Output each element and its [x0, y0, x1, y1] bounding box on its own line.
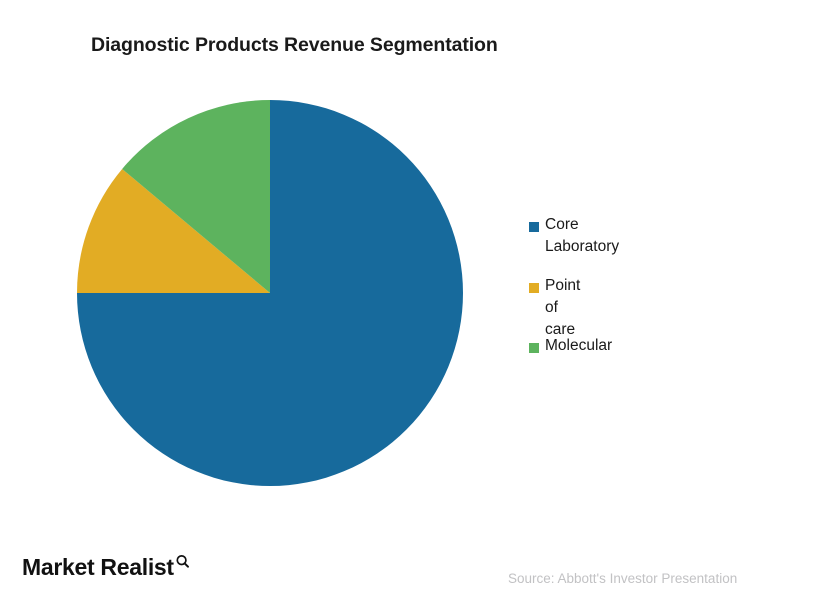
- source-note: Source: Abbott's Investor Presentation: [508, 571, 738, 586]
- legend-label-molecular: Molecular: [545, 337, 613, 354]
- legend-label-point-of-care: Point of care: [545, 277, 581, 338]
- market-realist-logo: Market Realist: [22, 552, 190, 584]
- magnifying-glass-icon: [175, 554, 190, 574]
- pie-slice-molecular[interactable]: [122, 100, 270, 293]
- pie-slice-group: [77, 100, 463, 486]
- pie-slice-point-of-care[interactable]: [77, 168, 270, 293]
- chart-title: Diagnostic Products Revenue Segmentation: [91, 34, 498, 56]
- legend-swatch-point-of-care: [529, 283, 539, 293]
- legend-swatch-core-laboratory: [529, 222, 539, 232]
- pie-chart-svg: [77, 100, 463, 486]
- brand-name-text: Market Realist: [22, 554, 174, 580]
- legend-label-core-laboratory: Core Laboratory: [545, 216, 620, 255]
- legend-swatch-molecular: [529, 343, 539, 353]
- pie-chart-plot-area: [77, 100, 463, 486]
